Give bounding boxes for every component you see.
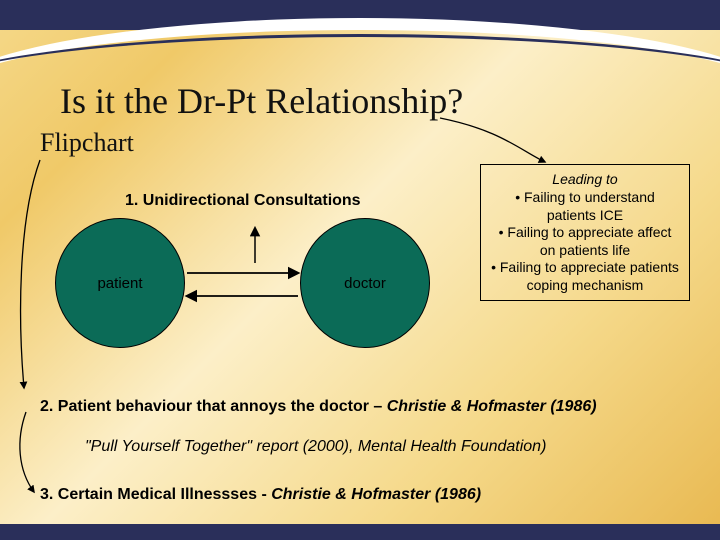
section-2-text: 2. Patient behaviour that annoys the doc… (40, 398, 597, 416)
node-doctor: doctor (300, 218, 430, 348)
section-2-quote: "Pull Yourself Together" report (2000), … (85, 438, 546, 456)
bottom-band (0, 524, 720, 540)
leading-to-bullet-1: • Failing to understand patients ICE (489, 189, 681, 224)
node-doctor-label: doctor (344, 275, 386, 292)
section-1-label: 1. Unidirectional Consultations (125, 192, 361, 210)
section-3-label: 3. Certain Medical Illnessses - (40, 486, 271, 503)
section-2-citation: Christie & Hofmaster (1986) (387, 398, 597, 415)
page-title: Is it the Dr-Pt Relationship? (60, 80, 463, 122)
section-3-citation: Christie & Hofmaster (1986) (271, 486, 481, 503)
leading-to-bullet-3: • Failing to appreciate patients coping … (489, 259, 681, 294)
subtitle: Flipchart (40, 128, 134, 158)
leading-to-bullet-2: • Failing to appreciate affect on patien… (489, 224, 681, 259)
node-patient-label: patient (97, 275, 142, 292)
section-3-text: 3. Certain Medical Illnessses - Christie… (40, 486, 481, 504)
node-patient: patient (55, 218, 185, 348)
section-2-label: 2. Patient behaviour that annoys the doc… (40, 398, 387, 415)
leading-to-header: Leading to (489, 171, 681, 187)
leading-to-box: Leading to • Failing to understand patie… (480, 164, 690, 301)
